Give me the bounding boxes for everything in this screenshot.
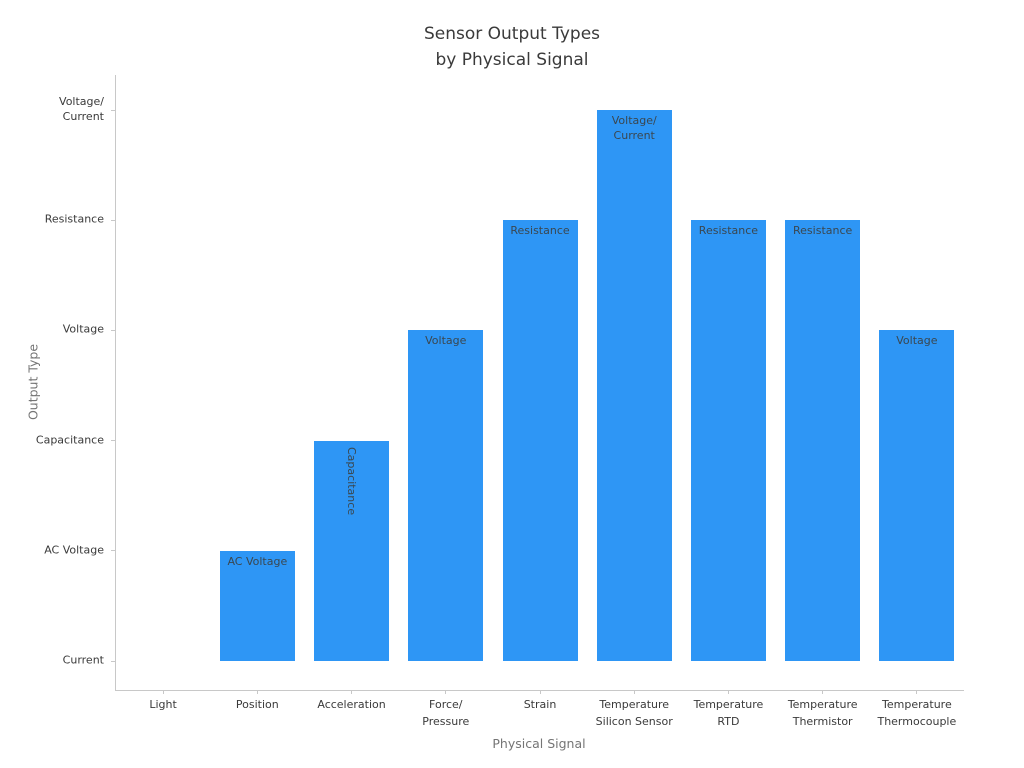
x-tick-label: Light	[149, 698, 177, 711]
bar-temperature-thermocouple: Voltage	[879, 330, 955, 661]
x-tick-mark	[539, 690, 541, 694]
bar-value-label: Voltage/ Current	[611, 114, 657, 143]
x-tick-label: Temperature Thermistor	[787, 698, 858, 728]
y-tick-label: AC Voltage	[44, 543, 104, 557]
y-tick-mark	[111, 109, 115, 111]
y-tick-label: Current	[62, 653, 104, 667]
x-tick-label: Acceleration	[317, 698, 386, 711]
x-tick-label: Force/ Pressure	[422, 698, 470, 728]
x-tick-label: Strain	[523, 698, 557, 711]
plot-area: Light AC Voltage Position Capacitance Accele…	[36, 75, 964, 728]
y-tick-mark	[111, 550, 115, 552]
bar-value-label: Voltage	[425, 334, 467, 348]
x-tick-label: Temperature Thermocouple	[877, 698, 957, 728]
x-tick-mark	[162, 690, 164, 694]
y-axis-label: Output Type	[25, 343, 41, 421]
bar-temperature-silicon-sensor: Voltage/ Current	[596, 110, 672, 661]
y-tick-label: Voltage/ Current	[59, 95, 104, 123]
x-tick-mark	[822, 690, 824, 694]
y-tick-mark	[111, 329, 115, 331]
y-tick-label: Resistance	[44, 212, 104, 226]
x-tick-mark	[445, 690, 447, 694]
bar-value-label: Resistance	[698, 224, 759, 238]
y-tick-label: Voltage	[62, 322, 104, 336]
y-tick-mark	[111, 219, 115, 221]
x-tick-mark	[916, 690, 918, 694]
x-tick-label: Temperature Silicon Sensor	[595, 698, 673, 728]
chart-title: Sensor Output Types by Physical Signal	[423, 24, 601, 71]
bar-value-label: Resistance	[793, 224, 853, 238]
x-tick-mark	[633, 690, 635, 694]
x-tick-label: Temperature RTD	[693, 698, 764, 728]
y-tick-label: Capacitance	[35, 433, 104, 447]
x-tick-mark	[351, 690, 353, 694]
x-tick-mark	[256, 690, 258, 694]
bar-strain: Resistance	[502, 220, 578, 661]
bar-force-pressure: Voltage	[408, 330, 484, 661]
bar-value-label: Voltage	[896, 334, 938, 348]
y-tick-mark	[111, 660, 115, 662]
x-axis-label: Physical Signal	[492, 736, 586, 751]
bar-temperature-rtd: Resistance	[690, 220, 766, 661]
bar-value-label: AC Voltage	[227, 554, 288, 568]
bar-acceleration: Capacitance	[314, 440, 390, 661]
y-tick-mark	[111, 440, 115, 442]
bar-value-label: Resistance	[510, 224, 570, 238]
bar-temperature-thermistor: Resistance	[785, 220, 861, 661]
bar-value-label: Capacitance	[345, 446, 359, 515]
bar-position: AC Voltage	[219, 550, 295, 661]
x-tick-label: Position	[235, 698, 279, 711]
x-tick-mark	[727, 690, 729, 694]
